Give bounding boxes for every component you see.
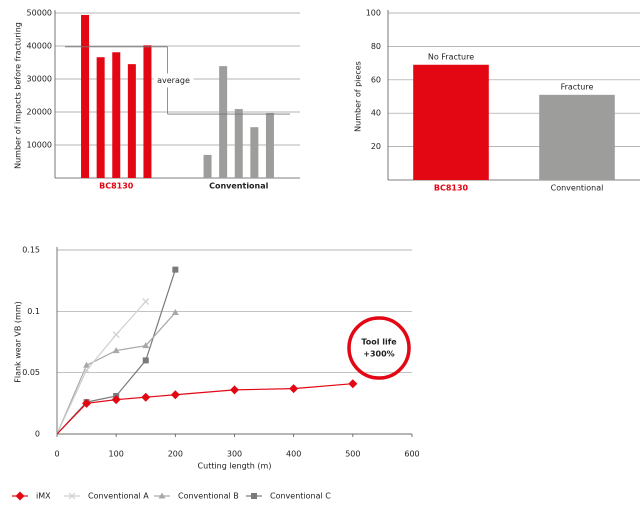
y-tick-label: 0.05 [22,368,40,377]
y-tick-label: 80 [371,42,381,51]
legend-label: Conventional C [270,492,331,501]
point [230,385,239,395]
y-axis-title: Number of impacts before fracturing [14,22,23,169]
point [83,361,91,368]
legend-label: iMX [36,492,51,501]
bar [219,66,228,178]
bar [539,94,615,180]
x-tick-label: BC8130 [99,182,134,191]
x-tick-label: 0 [54,450,59,459]
bar [143,45,152,179]
x-tick-label: BC8130 [434,184,469,193]
point [142,357,149,364]
y-axis-title: Number of pieces [354,61,363,132]
y-tick-label: 30000 [27,75,52,84]
point [83,366,91,374]
x-tick-label: 600 [404,450,419,459]
x-tick-label: Conventional [551,184,604,193]
bar [413,64,489,180]
legend-label: Conventional B [178,492,239,501]
bar [265,112,274,178]
bar-annotation: Fracture [561,82,594,91]
point [141,392,151,402]
point [142,342,150,349]
point [112,347,120,354]
bar [203,154,212,178]
point [82,398,92,408]
legend-marker [251,493,257,499]
annotation-circle [347,316,411,380]
x-tick-label: Conventional [209,182,269,191]
y-tick-label: 20 [371,142,381,151]
legend-marker [68,492,76,500]
point [348,379,358,389]
point [172,266,179,273]
point [142,298,150,305]
x-tick-label: 100 [109,450,124,459]
y-tick-label: 50000 [27,9,52,18]
y-tick-label: 40000 [27,42,52,51]
bar [250,127,259,178]
point [112,331,120,339]
bar [112,52,121,178]
y-tick-label: 40 [371,109,381,118]
legend-marker [158,492,166,499]
x-tick-label: 500 [345,450,360,459]
y-tick-label: 10000 [27,141,52,150]
y-tick-label: 0.1 [27,307,40,316]
point [170,390,180,400]
y-tick-label: 0.15 [22,246,40,255]
bar [81,14,90,179]
bar [127,64,136,178]
series-line [56,301,147,435]
point [289,384,299,394]
annotation: Tool life [361,338,397,347]
y-axis-title: Flank wear VB (mm) [14,301,23,383]
y-tick-label: 100 [366,9,381,18]
y-tick-label: 20000 [27,108,52,117]
x-axis-title: Cutting length (m) [198,462,272,471]
annotation: average [157,76,190,85]
bar-annotation: No Fracture [428,52,474,61]
series-line [56,383,353,435]
bar [234,109,243,178]
y-tick-label: 0 [35,430,40,439]
bar [96,57,105,178]
point [171,309,179,316]
y-tick-label: 60 [371,75,381,84]
x-tick-label: 300 [227,450,242,459]
legend-marker [15,491,25,501]
x-tick-label: 400 [286,450,301,459]
annotation-bg [153,73,194,88]
legend-label: Conventional A [88,492,149,501]
point [111,395,121,405]
annotation: +300% [363,350,394,359]
x-tick-label: 200 [168,450,183,459]
